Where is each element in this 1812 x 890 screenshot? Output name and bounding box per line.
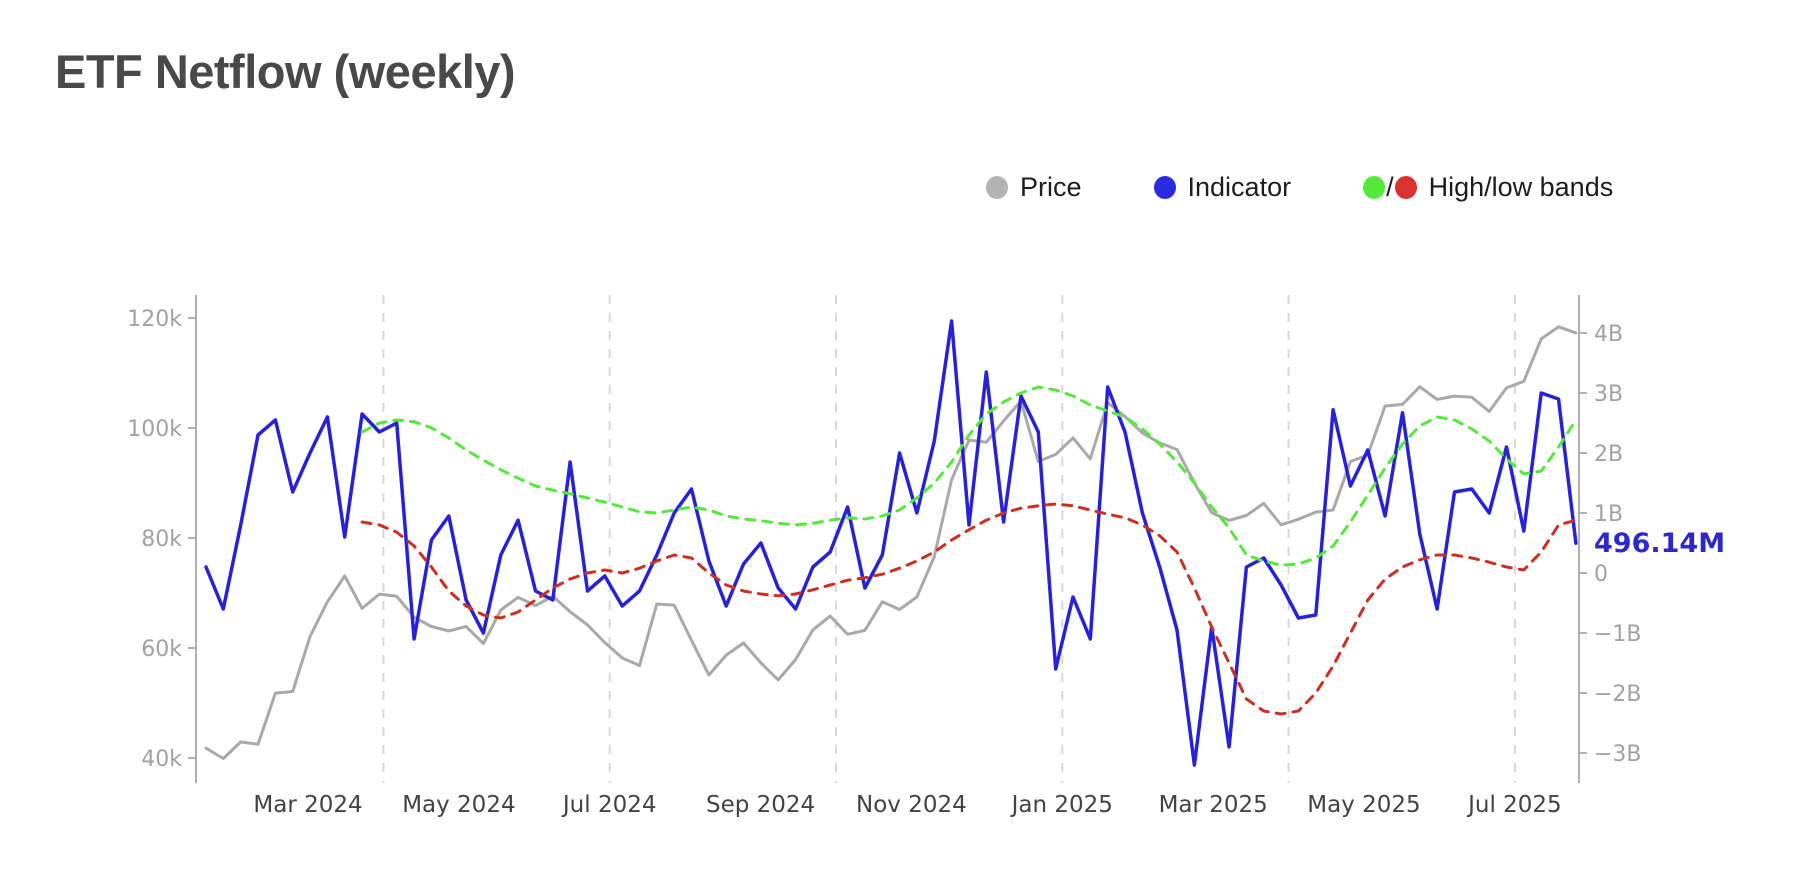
low-band-line (360, 502, 1578, 716)
price-dot-icon (986, 176, 1008, 199)
x-tick-label: May 2025 (1307, 792, 1420, 818)
y-right-tick-label: 2B (1594, 442, 1623, 467)
y-right-tick-label: −2B (1594, 682, 1642, 707)
indicator-line (204, 319, 1578, 767)
x-tick-label: Jul 2025 (1466, 792, 1562, 818)
x-tick-label: Mar 2025 (1159, 792, 1268, 818)
x-tick-label: Jan 2025 (1010, 792, 1113, 818)
y-right-tick-label: 4B (1594, 322, 1623, 347)
y-left-tick-label: 120k (127, 307, 182, 332)
y-left-tick-label: 60k (141, 637, 182, 662)
legend-label-price: Price (1020, 172, 1082, 202)
legend-separator: / (1386, 172, 1394, 202)
y-left-tick-label: 80k (141, 527, 182, 552)
y-right-tick-label: 0 (1594, 562, 1608, 587)
legend-item-indicator: Indicator (1153, 172, 1292, 203)
legend-label-bands: High/low bands (1428, 172, 1614, 202)
legend-item-bands: / High/low bands (1363, 172, 1613, 203)
high-band-line (360, 385, 1578, 567)
y-right-tick-label: 1B (1594, 502, 1623, 527)
current-value-label: 496.14M (1594, 528, 1725, 559)
legend-label-indicator: Indicator (1187, 172, 1292, 202)
page-title: ETF Netflow (weekly) (55, 45, 516, 98)
x-tick-label: Sep 2024 (706, 792, 815, 818)
y-right-tick-label: −3B (1594, 742, 1642, 767)
x-tick-label: Jul 2024 (561, 792, 657, 818)
y-left-tick-label: 40k (141, 747, 182, 772)
y-right-tick-label: 3B (1594, 382, 1623, 407)
indicator-dot-icon (1153, 176, 1176, 199)
high-band-dot-icon (1363, 176, 1386, 199)
low-band-dot-icon (1394, 176, 1417, 199)
y-left-tick-label: 100k (127, 417, 182, 442)
legend: Price Indicator / High/low bands (986, 172, 1613, 203)
x-tick-label: May 2024 (402, 792, 515, 818)
x-tick-label: Nov 2024 (856, 792, 967, 818)
x-tick-label: Mar 2024 (253, 792, 362, 818)
legend-item-price: Price (986, 172, 1082, 203)
y-right-tick-label: −1B (1594, 622, 1642, 647)
